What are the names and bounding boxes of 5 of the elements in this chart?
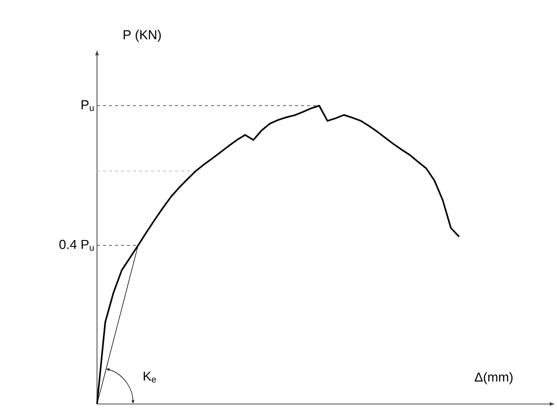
annotation: K$_{e}$ [144,372,156,383]
x-axis-title: Δ(mm) [474,372,513,384]
y-axis-title: P (KN) [124,30,161,42]
ref-line-label: 0.4 P$_{u}$ [59,240,94,251]
ref-line-label: P$_{u}$ [82,100,94,112]
